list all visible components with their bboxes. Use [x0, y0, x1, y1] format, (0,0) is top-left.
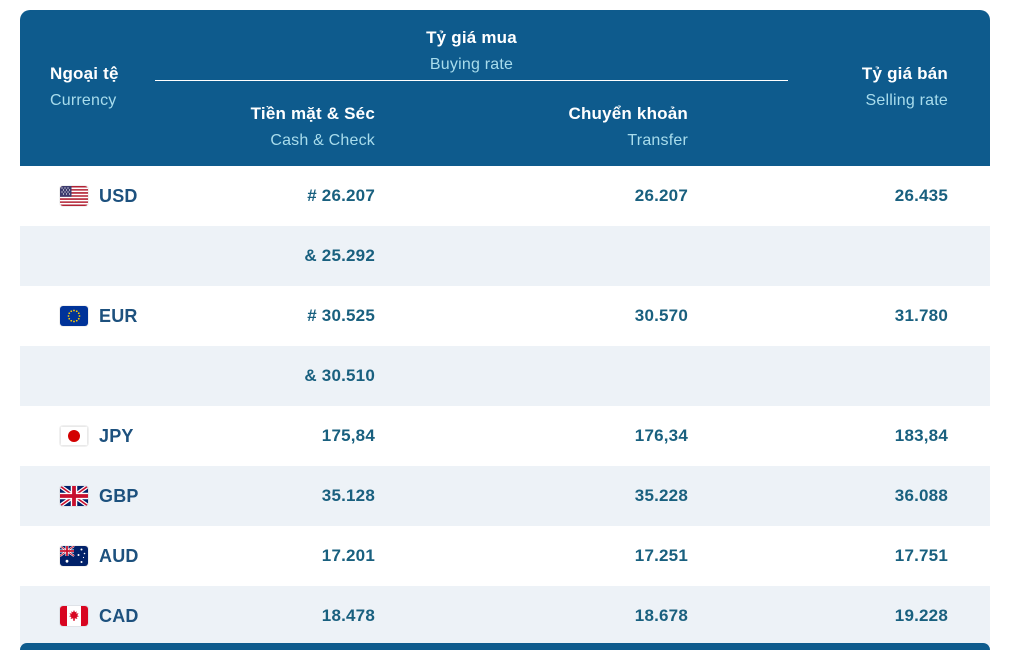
selling-rate-cell: 17.751: [894, 546, 948, 565]
table-row: CAD 18.478 18.678 19.228: [20, 586, 990, 646]
cash-rate-cell: 175,84: [321, 426, 375, 445]
table-row: EUR # 30.525 30.570 31.780: [20, 286, 990, 346]
transfer-rate-cell: 18.678: [634, 606, 688, 625]
table-row: & 25.292: [20, 226, 990, 286]
header-buying-en: Buying rate: [429, 56, 514, 73]
transfer-rate-cell: 30.570: [634, 306, 688, 325]
cash-rate-cell: & 30.510: [304, 366, 375, 385]
us-flag-icon: [60, 186, 88, 206]
currency-cell: CAD: [20, 606, 200, 627]
currency-code: GBP: [99, 485, 139, 506]
currency-cell: USD: [20, 186, 200, 207]
table-row: AUD 17.201 17.251 17.751: [20, 526, 990, 586]
header-transfer-en: Transfer: [627, 132, 688, 149]
table-header: Ngoại tệ Currency Tỷ giá mua Buying rate…: [20, 10, 990, 166]
header-buying-vi: Tỷ giá mua: [426, 28, 517, 47]
table-row: & 30.510: [20, 346, 990, 406]
cash-rate-cell: 18.478: [321, 606, 375, 625]
exchange-rate-table: Ngoại tệ Currency Tỷ giá mua Buying rate…: [20, 10, 990, 646]
next-section-header-bar: [20, 643, 990, 650]
transfer-rate-cell: 26.207: [634, 186, 688, 205]
transfer-rate-cell: 17.251: [634, 546, 688, 565]
header-selling-vi: Tỷ giá bán: [861, 64, 948, 83]
header-selling-en: Selling rate: [865, 92, 948, 109]
header-currency-vi: Ngoại tệ: [50, 64, 119, 83]
header-currency-en: Currency: [50, 92, 117, 109]
cash-rate-cell: # 26.207: [307, 186, 375, 205]
jp-flag-icon: [60, 426, 88, 446]
selling-rate-cell: 19.228: [894, 606, 948, 625]
currency-cell: JPY: [20, 426, 200, 447]
currency-cell: EUR: [20, 306, 200, 327]
transfer-rate-cell: 35.228: [634, 486, 688, 505]
ca-flag-icon: [60, 606, 88, 626]
currency-code: USD: [99, 185, 138, 206]
table-row: JPY 175,84 176,34 183,84: [20, 406, 990, 466]
currency-code: AUD: [99, 545, 139, 566]
currency-cell: GBP: [20, 486, 200, 507]
currency-cell: AUD: [20, 546, 200, 567]
header-currency: Ngoại tệ Currency: [50, 60, 119, 114]
currency-code: JPY: [99, 425, 134, 446]
selling-rate-cell: 26.435: [894, 186, 948, 205]
cash-rate-cell: 17.201: [321, 546, 375, 565]
gb-flag-icon: [60, 486, 88, 506]
transfer-rate-cell: 176,34: [634, 426, 688, 445]
cash-rate-cell: # 30.525: [307, 306, 375, 325]
selling-rate-cell: 36.088: [894, 486, 948, 505]
buying-group-divider: [155, 80, 788, 81]
currency-code: CAD: [99, 605, 139, 626]
header-transfer-vi: Chuyển khoản: [568, 104, 688, 123]
header-transfer: Chuyển khoản Transfer: [568, 100, 688, 154]
currency-code: EUR: [99, 305, 138, 326]
header-selling: Tỷ giá bán Selling rate: [862, 60, 948, 114]
selling-rate-cell: 183,84: [894, 426, 948, 445]
eu-flag-icon: [60, 306, 88, 326]
au-flag-icon: [60, 546, 88, 566]
header-cash-vi: Tiền mặt & Séc: [250, 104, 375, 123]
table-row: USD # 26.207 26.207 26.435: [20, 166, 990, 226]
table-row: GBP 35.128 35.228 36.088: [20, 466, 990, 526]
header-cash-check: Tiền mặt & Séc Cash & Check: [251, 100, 375, 154]
selling-rate-cell: 31.780: [894, 306, 948, 325]
cash-rate-cell: 35.128: [321, 486, 375, 505]
header-buying-group: Tỷ giá mua Buying rate: [155, 24, 788, 81]
header-cash-en: Cash & Check: [270, 132, 375, 149]
cash-rate-cell: & 25.292: [304, 246, 375, 265]
table-body: USD # 26.207 26.207 26.435 & 25.292 EUR …: [20, 166, 990, 646]
